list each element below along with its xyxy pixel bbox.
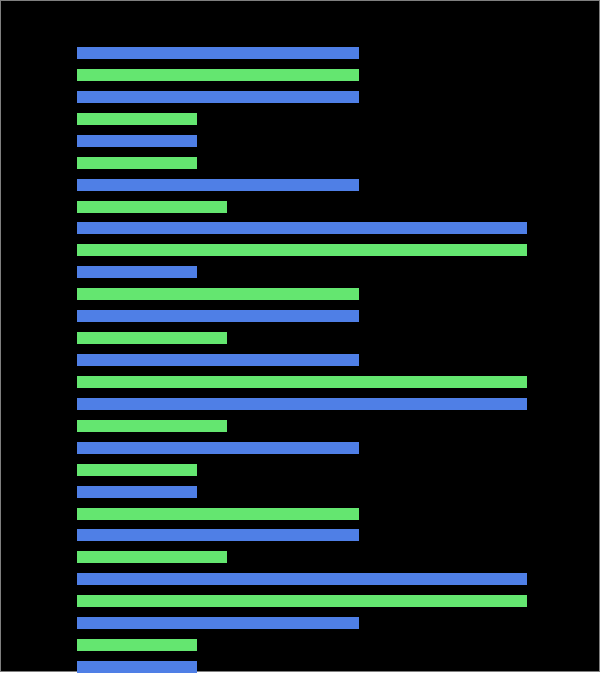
bar-1 (77, 69, 359, 81)
bar-17 (77, 420, 227, 432)
bar-3 (77, 113, 197, 125)
bar-9 (77, 244, 527, 256)
bar-8 (77, 222, 527, 234)
bar-12 (77, 310, 359, 322)
bar-10 (77, 266, 197, 278)
bar-13 (77, 332, 227, 344)
bar-21 (77, 508, 359, 520)
bar-25 (77, 595, 527, 607)
bar-22 (77, 529, 359, 541)
bar-11 (77, 288, 359, 300)
bar-23 (77, 551, 227, 563)
bar-5 (77, 157, 197, 169)
bar-0 (77, 47, 359, 59)
bar-14 (77, 354, 359, 366)
bar-7 (77, 201, 227, 213)
bar-2 (77, 91, 359, 103)
chart-frame (0, 0, 600, 672)
bar-28 (77, 661, 197, 673)
bar-16 (77, 398, 527, 410)
bar-6 (77, 179, 359, 191)
bar-15 (77, 376, 527, 388)
bar-19 (77, 464, 197, 476)
bar-26 (77, 617, 359, 629)
bar-27 (77, 639, 197, 651)
bar-4 (77, 135, 197, 147)
bar-18 (77, 442, 359, 454)
bar-20 (77, 486, 197, 498)
bar-24 (77, 573, 527, 585)
